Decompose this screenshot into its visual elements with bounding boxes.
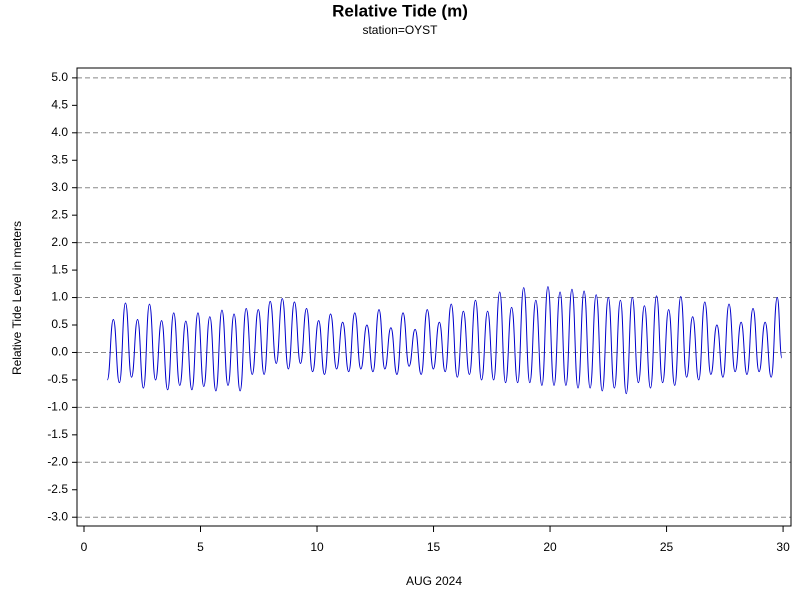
y-tick-label: 2.0 xyxy=(51,235,68,249)
y-tick-label: 4.5 xyxy=(51,98,68,112)
y-tick-label: 0.5 xyxy=(51,317,68,331)
x-tick-label: 0 xyxy=(81,540,88,554)
y-tick-label: 5.0 xyxy=(51,70,68,84)
y-tick-label: 1.0 xyxy=(51,290,68,304)
x-tick-label: 25 xyxy=(660,540,674,554)
tide-line xyxy=(106,286,783,395)
y-axis-label: Relative Tide Level in meters xyxy=(10,221,24,375)
plot-frame xyxy=(76,67,792,527)
chart-title: Relative Tide (m) xyxy=(332,1,468,20)
y-tick-label: -3.0 xyxy=(47,509,68,523)
y-tick-label: 1.5 xyxy=(51,262,68,276)
x-tick-label: 30 xyxy=(776,540,790,554)
y-tick-label: 4.0 xyxy=(51,125,68,139)
y-tick-label: 0.0 xyxy=(51,345,68,359)
x-tick-label: 20 xyxy=(543,540,557,554)
chart-subtitle: station=OYST xyxy=(362,23,438,37)
y-tick-label: -2.5 xyxy=(47,482,68,496)
y-tick-label: 3.5 xyxy=(51,152,68,166)
x-tick-label: 15 xyxy=(427,540,441,554)
x-tick-label: 10 xyxy=(310,540,324,554)
x-tick-label: 5 xyxy=(197,540,204,554)
x-axis-label: AUG 2024 xyxy=(406,574,462,588)
y-tick-label: -1.5 xyxy=(47,427,68,441)
y-tick-label: -1.0 xyxy=(47,400,68,414)
y-tick-label: -2.0 xyxy=(47,454,68,468)
y-tick-label: -0.5 xyxy=(47,372,68,386)
y-tick-label: 2.5 xyxy=(51,207,68,221)
y-tick-label: 3.0 xyxy=(51,180,68,194)
